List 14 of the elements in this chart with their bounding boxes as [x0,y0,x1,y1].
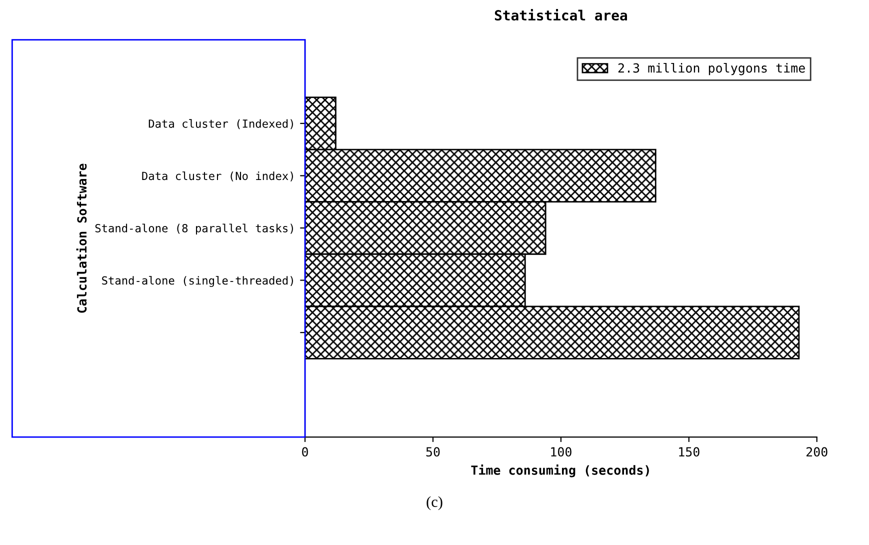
y-tick-label: Stand-alone (8 parallel tasks) [95,224,293,235]
x-tick-label: 0 [302,447,308,457]
x-tick-label: 50 [426,447,440,457]
y-tick-label: Data cluster (Indexed) [148,119,293,130]
chart-title: Statistical area [494,9,627,21]
x-tick-label: 200 [806,447,828,457]
text: (c) [426,496,442,510]
x-tick-label: 150 [679,447,700,457]
y-tick-label: Data cluster (No index) [142,171,293,182]
legend-label: 2.3 million polygons time [618,62,805,76]
x-axis-title: Time consuming (seconds) [471,464,649,478]
y-tick-label: Stand-alone (single-threaded) [102,276,293,287]
x-tick-label: 100 [551,447,572,457]
y-axis-title: Calculation Software [76,164,87,313]
